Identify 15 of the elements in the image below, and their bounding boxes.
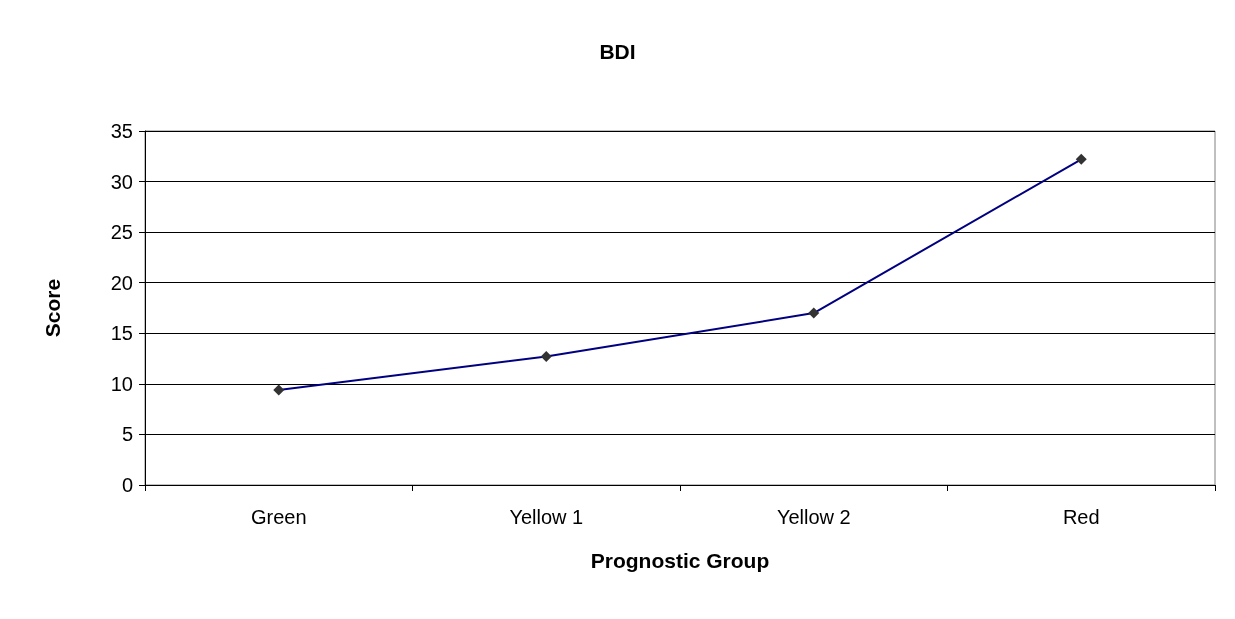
x-tick-label: Yellow 2 [776, 506, 851, 528]
x-tick-label: Yellow 1 [509, 506, 584, 528]
y-tick-label: 30 [110, 170, 133, 193]
y-tick-label: 25 [110, 221, 133, 244]
x-tick-label: Red [1062, 506, 1100, 528]
y-tick-label: 15 [110, 322, 133, 345]
y-tick-label: 10 [110, 372, 133, 395]
chart-title: BDI [599, 40, 636, 63]
y-tick-label: 0 [121, 474, 133, 496]
x-axis-title: Prognostic Group [590, 549, 770, 572]
y-tick-label: 20 [110, 271, 133, 294]
x-tick-label: Green [250, 506, 307, 528]
y-tick-label: 35 [110, 120, 133, 142]
y-axis-title: Score [41, 278, 64, 338]
y-tick-label: 5 [121, 423, 133, 446]
